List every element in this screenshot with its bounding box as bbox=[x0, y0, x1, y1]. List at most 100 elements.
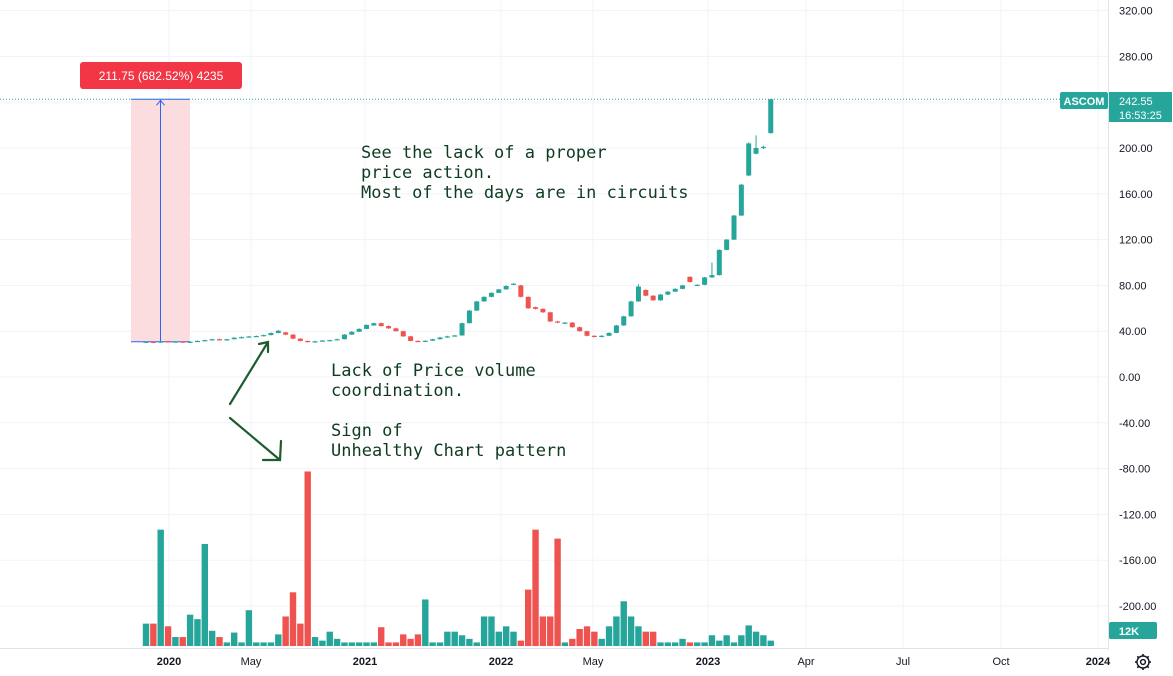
candle bbox=[555, 320, 561, 324]
volume-bar bbox=[517, 640, 525, 646]
candle-body bbox=[738, 184, 744, 216]
candle-body bbox=[415, 340, 421, 343]
volume-bar bbox=[260, 642, 267, 646]
volume-bars bbox=[142, 471, 774, 646]
volume-bar bbox=[422, 599, 429, 646]
annotation-price-action: See the lack of a proper price action. M… bbox=[361, 143, 689, 203]
measure-tool[interactable]: 211.75 (682.52%) 4235 bbox=[80, 62, 242, 343]
volume-bar bbox=[583, 626, 591, 646]
volume-bar bbox=[385, 642, 392, 646]
volume-bar bbox=[767, 640, 774, 646]
volume-bar bbox=[716, 640, 723, 646]
candle bbox=[430, 338, 436, 342]
candle-body bbox=[452, 335, 458, 337]
price-tick-label: 40.00 bbox=[1119, 326, 1147, 338]
volume-bar bbox=[605, 626, 613, 646]
time-tick-label: 2020 bbox=[157, 656, 181, 668]
candle-body bbox=[165, 341, 171, 343]
candle-body bbox=[753, 148, 759, 154]
candle-body bbox=[180, 341, 186, 343]
volume-bar bbox=[282, 616, 289, 646]
candle bbox=[731, 214, 737, 240]
time-tick-label: May bbox=[583, 656, 604, 668]
price-tick-label: 80.00 bbox=[1119, 280, 1147, 292]
candle bbox=[312, 340, 318, 343]
volume-bar bbox=[208, 630, 216, 646]
candle bbox=[680, 284, 686, 290]
volume-bar bbox=[253, 642, 260, 646]
annotation-price-volume: Lack of Price volume coordination. bbox=[331, 361, 546, 401]
candle-body bbox=[283, 332, 289, 335]
volume-bar bbox=[723, 635, 730, 646]
candle bbox=[452, 334, 458, 337]
annotation-line: Lack of Price volume bbox=[331, 361, 536, 381]
candle-body bbox=[305, 340, 311, 343]
candle-body bbox=[400, 331, 406, 337]
candle-body bbox=[231, 337, 237, 340]
candle bbox=[481, 296, 487, 302]
price-tick-label: -120.00 bbox=[1119, 509, 1156, 521]
time-tick-label: May bbox=[241, 656, 262, 668]
volume-bar bbox=[400, 634, 407, 646]
time-tick-label: Apr bbox=[797, 656, 814, 668]
candle-body bbox=[268, 333, 274, 336]
candle bbox=[518, 284, 524, 298]
candle bbox=[569, 322, 575, 328]
volume-bar bbox=[532, 529, 539, 646]
candle bbox=[386, 325, 392, 329]
candle bbox=[341, 334, 347, 340]
candle bbox=[613, 324, 619, 334]
candle-body bbox=[628, 301, 634, 317]
volume-bar bbox=[708, 635, 716, 646]
annotation-arrows[interactable] bbox=[228, 340, 283, 462]
candle-body bbox=[643, 289, 649, 296]
volume-bar bbox=[201, 543, 208, 646]
price-tick-label: -200.00 bbox=[1119, 601, 1156, 613]
settings-gear-icon[interactable] bbox=[1135, 654, 1151, 670]
volume-bar bbox=[679, 638, 686, 646]
candle-body bbox=[422, 340, 428, 342]
volume-bar bbox=[694, 642, 701, 646]
candle bbox=[694, 284, 700, 287]
candle-body bbox=[547, 312, 553, 322]
candle bbox=[577, 326, 583, 332]
candle-body bbox=[665, 291, 671, 295]
candle-body bbox=[224, 339, 230, 341]
volume-bar bbox=[370, 642, 378, 646]
volume-bar bbox=[355, 642, 363, 646]
volume-bar bbox=[547, 616, 554, 646]
volume-bar bbox=[289, 592, 297, 646]
candle-body bbox=[386, 326, 392, 329]
candle bbox=[650, 295, 656, 301]
candle bbox=[547, 311, 553, 323]
annotation-line: Most of the days are in circuits bbox=[361, 183, 689, 203]
annotation-line: Sign of bbox=[331, 421, 403, 441]
volume-bar bbox=[304, 471, 311, 646]
candle-body bbox=[577, 327, 583, 332]
candle bbox=[687, 276, 693, 283]
volume-bar bbox=[502, 626, 510, 646]
arrow-up-right bbox=[228, 340, 270, 406]
time-tick-label: Jul bbox=[896, 656, 910, 668]
arrow-down-right bbox=[228, 416, 282, 462]
candle bbox=[158, 340, 164, 343]
annotation-line: Unhealthy Chart pattern bbox=[331, 441, 566, 461]
arrow-down-right-head bbox=[261, 439, 283, 462]
candle-body bbox=[606, 332, 612, 336]
candle-body bbox=[591, 335, 597, 337]
candle-body bbox=[172, 341, 178, 343]
candle-body bbox=[143, 341, 149, 343]
candle-body bbox=[341, 334, 347, 340]
candle-body bbox=[364, 324, 369, 329]
candle-body bbox=[768, 99, 774, 134]
volume-bar bbox=[363, 642, 370, 646]
volume-bar bbox=[510, 631, 517, 646]
volume-bar bbox=[436, 642, 444, 646]
last-price-tag: 242.55 16:53:25 bbox=[1109, 92, 1172, 122]
volume-bar bbox=[444, 631, 451, 646]
annotation-unhealthy-pattern: Sign of Unhealthy Chart pattern bbox=[331, 421, 566, 461]
candle bbox=[180, 341, 186, 343]
candle bbox=[261, 334, 267, 337]
